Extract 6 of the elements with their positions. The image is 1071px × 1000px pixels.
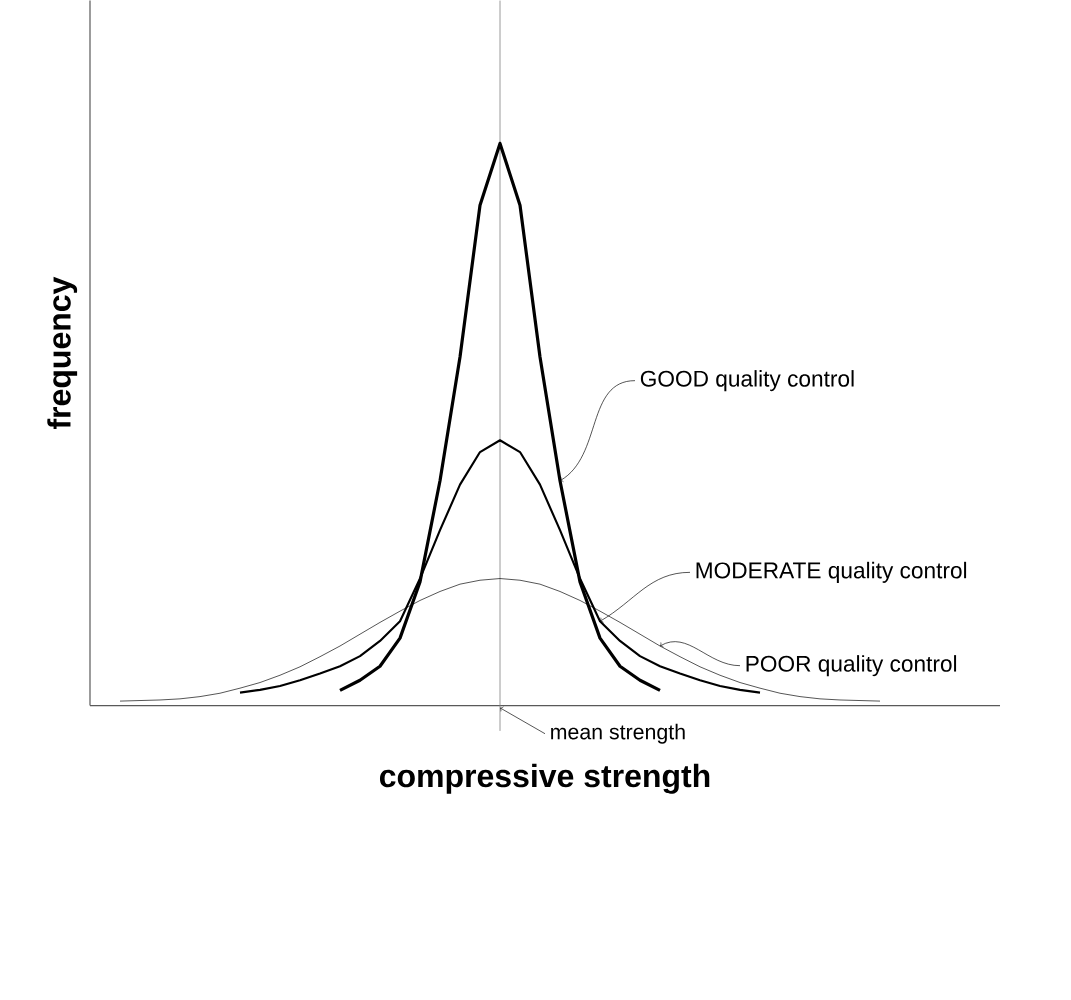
text: GOOD quality control xyxy=(640,370,854,392)
legend-label: POOR quality control xyxy=(746,655,957,677)
text: mean strength xyxy=(551,723,685,744)
x-axis-title: compressive strength xyxy=(379,764,710,794)
y-axis-title: frequency xyxy=(47,277,78,430)
text: MODERATE quality control xyxy=(696,562,967,584)
